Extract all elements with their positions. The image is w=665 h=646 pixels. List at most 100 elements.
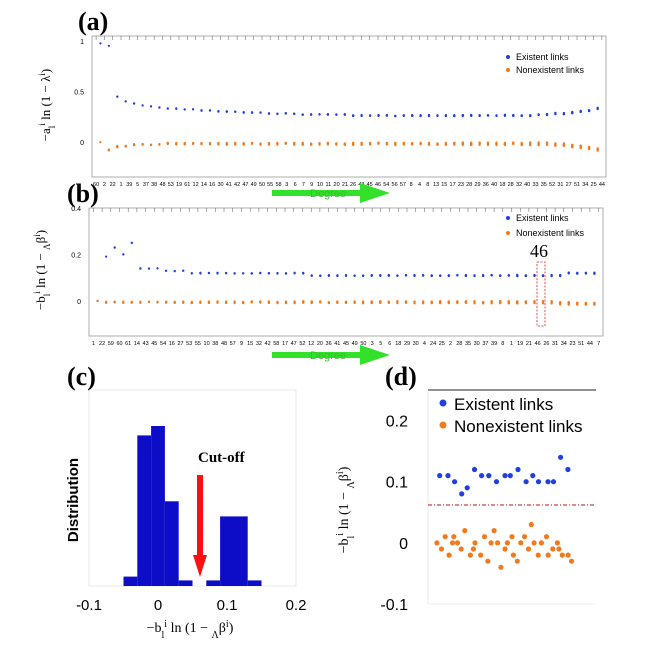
existent-point [419, 114, 422, 117]
nonexistent-point [107, 148, 110, 151]
nonexistent-point [579, 146, 582, 150]
b-xtick-label: 37 [482, 341, 488, 347]
existent-point [456, 274, 459, 277]
existent-point [207, 271, 210, 274]
nonexistent-point [559, 301, 562, 304]
b-xtick-label: 10 [204, 341, 210, 347]
a-xtick-label: 45 [367, 182, 373, 188]
panel-a-legend: Existent links Nonexistent links [506, 52, 585, 75]
panel-b-xticks: 1 22 59 60 61 14 43 45 54 16 27 53 55 10 38 48 57 9 15 32 42… [92, 208, 600, 347]
nonexistent-point [545, 141, 549, 144]
nonexistent-point [529, 141, 532, 144]
existent-point [105, 255, 108, 258]
panel-c-ylabel: Distribution [65, 458, 82, 542]
a-xtick-label: 29 [474, 182, 480, 188]
existent-point [360, 114, 363, 117]
existent-point [427, 113, 431, 117]
b-xtick-label: 15 [247, 341, 253, 347]
a-xtick-label: 23 [458, 182, 464, 188]
a-xtick-label: 49 [251, 182, 257, 188]
b-xtick-label: 35 [465, 341, 471, 347]
panel-c-xtick-label: 0.2 [286, 597, 307, 614]
b-xtick-label: 42 [265, 341, 271, 347]
a-xtick-label: 11 [325, 182, 331, 188]
nonexistent-point [422, 300, 425, 304]
nonexistent-point [276, 301, 279, 305]
nonexistent-point [353, 301, 356, 304]
existent-point [284, 272, 288, 275]
nonexistent-point [293, 143, 296, 146]
nonexistent-point [550, 546, 556, 552]
existent-point [567, 271, 570, 274]
legend-existent-marker-a [506, 55, 510, 59]
existent-point [559, 274, 562, 277]
nonexistent-point [336, 301, 339, 304]
nonexistent-point [310, 143, 313, 146]
nonexistent-point [470, 546, 476, 552]
nonexistent-point [234, 142, 237, 145]
existent-point [464, 274, 467, 278]
b-xtick-label: 20 [317, 341, 323, 347]
existent-point [512, 113, 515, 117]
a-xtick-label: 46 [375, 182, 381, 188]
nonexistent-point [385, 141, 388, 145]
existent-point [326, 113, 329, 116]
nonexistent-point [352, 141, 355, 144]
nonexistent-point [521, 534, 528, 540]
a-xtick-label: 14 [201, 182, 207, 188]
a-xtick-label: 51 [574, 182, 580, 188]
existent-point [596, 107, 599, 111]
legend-existent-marker-d [439, 399, 447, 407]
panel-a-letter: (a) [78, 7, 108, 36]
a-xtick-label: 37 [143, 182, 149, 188]
nonexistent-point [510, 552, 516, 558]
a-xtick-label: 17 [450, 182, 456, 188]
existent-point [439, 274, 442, 277]
nonexistent-point [490, 301, 493, 304]
nonexistent-point [528, 521, 534, 528]
nonexistent-point [571, 146, 574, 149]
panel-d-letter: (d) [385, 362, 417, 391]
existent-point [529, 115, 532, 118]
b-xtick-label: 3 [371, 341, 374, 347]
existent-point [99, 42, 102, 45]
nonexistent-point [571, 143, 574, 146]
panel-d-yticks: 0.2 0.1 0 -0.1 [380, 414, 408, 614]
nonexistent-point [584, 301, 588, 305]
existent-point [173, 269, 176, 273]
b-xtick-label: 49 [352, 341, 358, 347]
existent-point [352, 114, 355, 117]
b-xtick-label: 14 [134, 341, 140, 347]
histogram-bar [123, 576, 138, 586]
nonexistent-point [565, 552, 571, 558]
b-xtick-label: 54 [160, 341, 166, 347]
panel-c-letter: (c) [67, 362, 96, 391]
nonexistent-point [531, 540, 537, 546]
panel-c-bars [123, 426, 262, 586]
a-xtick-label: 25 [591, 182, 597, 188]
panel-a-xticks: 60 2 22 1 39 5 37 38 48 53 19 61 12 14 16 30 41 42 47 49 50 5… [93, 36, 605, 188]
b-xtick-label: 27 [177, 341, 183, 347]
nonexistent-point [165, 300, 168, 303]
b-xtick-label: 61 [125, 341, 131, 347]
nonexistent-point [554, 143, 557, 146]
nonexistent-point [113, 300, 116, 303]
a-xtick-label: 54 [383, 182, 389, 188]
histogram-bar [164, 501, 179, 586]
legend-nonexistent-marker-a [506, 68, 510, 72]
b-xtick-label: 45 [343, 341, 349, 347]
nonexistent-point [344, 300, 348, 303]
b-xtick-label: 30 [474, 341, 480, 347]
existent-point [473, 274, 476, 277]
nonexistent-point [559, 303, 562, 306]
nonexistent-point [442, 534, 448, 540]
panel-a-frame [91, 35, 607, 178]
existent-point [537, 113, 540, 116]
existent-point [445, 473, 451, 479]
existent-point [430, 274, 433, 277]
nonexistent-point [576, 302, 579, 305]
b-xtick-label: 41 [334, 341, 340, 347]
nonexistent-point [362, 302, 365, 305]
panel-c-xtick-label: 0 [154, 597, 162, 614]
